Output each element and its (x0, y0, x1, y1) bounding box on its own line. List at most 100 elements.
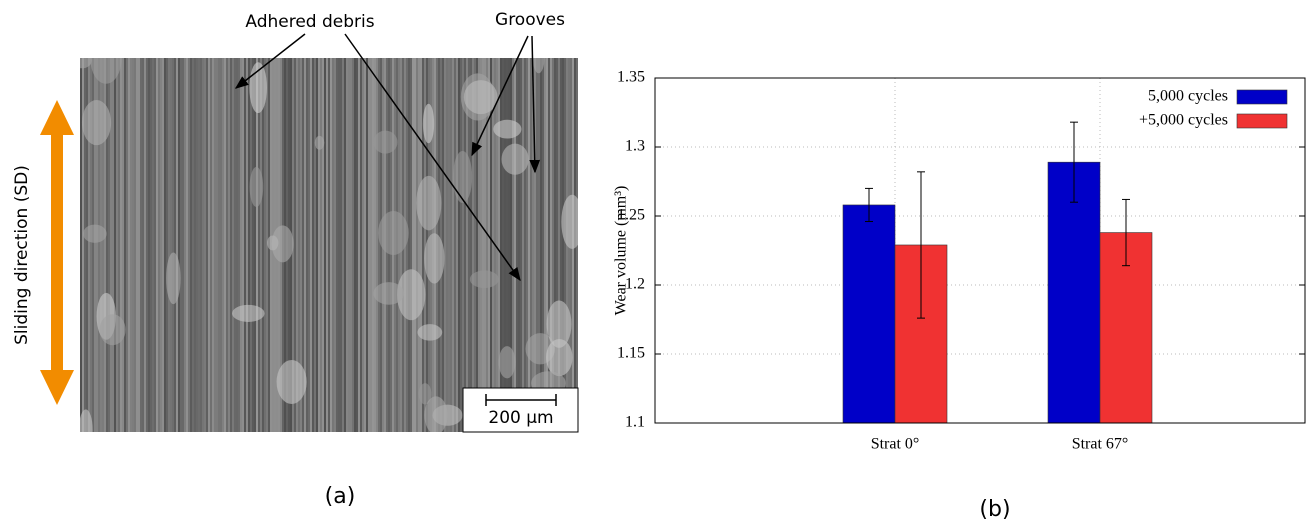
texture (114, 58, 116, 432)
texture (160, 58, 162, 432)
texture (140, 58, 142, 432)
texture (166, 58, 168, 432)
texture (210, 58, 212, 432)
texture (318, 58, 320, 432)
texture (562, 58, 564, 432)
texture (92, 58, 94, 432)
texture (504, 58, 506, 432)
texture (110, 58, 112, 432)
texture (112, 58, 114, 432)
texture (226, 58, 228, 432)
texture (514, 58, 516, 432)
texture (546, 300, 572, 348)
y-tick-label: 1.2 (625, 276, 645, 293)
texture (116, 58, 118, 432)
texture (490, 58, 492, 432)
panel-label: (b) (979, 497, 1010, 522)
texture (202, 58, 204, 432)
sem-image (80, 58, 578, 432)
texture (478, 58, 480, 432)
texture (242, 58, 244, 432)
texture (168, 58, 170, 432)
texture (158, 58, 160, 432)
legend-swatch (1236, 113, 1288, 129)
texture (126, 58, 128, 432)
texture (90, 58, 122, 84)
texture (240, 58, 242, 432)
texture (342, 58, 344, 432)
texture (548, 58, 550, 432)
texture (480, 58, 482, 432)
texture (420, 58, 422, 432)
scale-label: 200 µm (488, 408, 553, 428)
texture (358, 58, 360, 432)
texture (452, 151, 473, 203)
texture (306, 58, 308, 432)
texture (506, 58, 508, 432)
legend-swatch (1236, 89, 1288, 105)
texture (546, 338, 573, 377)
y-axis-label: Wear volume (mm³) (613, 186, 630, 316)
texture (352, 58, 354, 432)
panel-label: (a) (325, 484, 356, 509)
texture (530, 58, 532, 432)
texture (82, 224, 107, 243)
texture (260, 58, 262, 432)
texture (148, 58, 150, 432)
texture (370, 58, 372, 432)
texture (146, 58, 148, 432)
texture (120, 58, 122, 432)
texture (520, 58, 522, 432)
texture (498, 346, 516, 379)
annotation: Grooves (495, 10, 565, 30)
texture (450, 58, 452, 432)
texture (176, 58, 178, 432)
texture (234, 58, 236, 432)
texture (424, 58, 426, 432)
chart: 1.1 1.15 1.2 1.25 1.3 1.35 Strat 0° Strat 67° We… (613, 69, 1306, 453)
texture (312, 58, 314, 432)
texture (298, 58, 300, 432)
texture (354, 58, 356, 432)
texture (406, 58, 408, 432)
texture (476, 58, 478, 432)
texture (350, 58, 352, 432)
texture (232, 304, 265, 322)
texture (338, 58, 340, 432)
texture (416, 175, 442, 231)
texture (516, 58, 518, 432)
texture (266, 235, 279, 251)
texture (544, 58, 546, 432)
texture (552, 58, 554, 432)
texture (320, 58, 322, 432)
texture (162, 58, 164, 432)
texture (538, 58, 540, 432)
texture (486, 58, 488, 432)
texture (442, 58, 444, 432)
texture (104, 58, 106, 432)
texture (500, 58, 502, 432)
texture (164, 58, 166, 432)
texture (482, 58, 484, 432)
texture (300, 58, 302, 432)
texture (508, 58, 510, 432)
texture (182, 58, 184, 432)
texture (340, 58, 342, 432)
texture (302, 58, 304, 432)
texture (374, 58, 376, 432)
texture (294, 58, 296, 432)
texture (462, 58, 464, 432)
texture (502, 58, 504, 432)
texture (250, 58, 252, 432)
texture (463, 80, 498, 115)
texture (322, 58, 324, 432)
texture (172, 58, 174, 432)
texture (82, 58, 84, 432)
x-tick-label: Strat 67° (1072, 436, 1129, 453)
texture (200, 58, 202, 432)
texture (192, 58, 194, 432)
texture (100, 58, 102, 432)
texture (424, 396, 448, 432)
texture (271, 225, 294, 263)
texture (232, 58, 234, 432)
